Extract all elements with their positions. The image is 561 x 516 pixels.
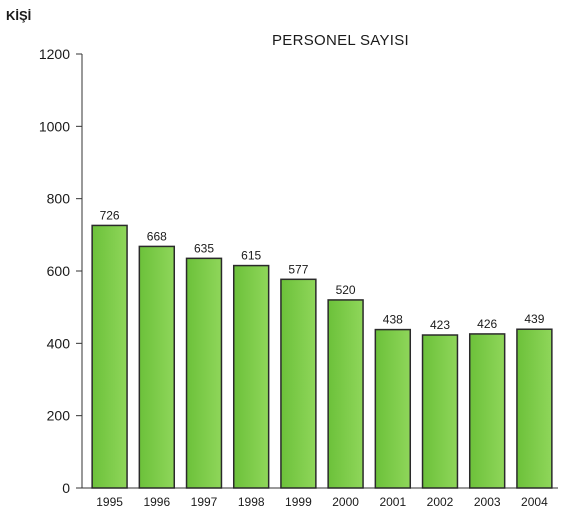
chart-title: PERSONEL SAYISI: [271, 32, 410, 49]
bar: [138, 245, 176, 489]
y-tick-label: 800: [47, 191, 71, 207]
bar: [232, 264, 270, 489]
bar-value-label: 439: [524, 312, 544, 326]
bar: [185, 257, 223, 489]
y-tick-label: 200: [47, 408, 71, 424]
x-tick-label: 1999: [285, 495, 312, 509]
x-tick-label: 2002: [427, 495, 454, 509]
bar-value-label: 426: [477, 317, 497, 331]
x-tick-label: 2000: [332, 495, 359, 509]
bar: [421, 334, 459, 489]
y-tick-label: 1000: [39, 118, 70, 134]
y-tick-label: 1200: [39, 46, 70, 62]
x-tick-label: 2004: [521, 495, 548, 509]
x-tick-label: 1996: [143, 495, 170, 509]
bar-value-label: 520: [336, 283, 356, 297]
bar-value-label: 615: [241, 249, 261, 263]
bar-value-label: 635: [194, 241, 214, 255]
bar: [280, 278, 317, 489]
bar-value-label: 577: [288, 262, 308, 276]
bar: [91, 224, 128, 489]
bar-value-label: 726: [100, 208, 120, 222]
bar: [468, 333, 506, 489]
bar-value-label: 438: [383, 313, 403, 327]
bar-value-label: 423: [430, 318, 450, 332]
y-tick-label: 0: [62, 480, 70, 496]
x-tick-label: 2003: [474, 495, 501, 509]
bar-layer: 726 1995 668 1996 635 1997 615 1998 577 1999 520 20…: [91, 208, 553, 509]
y-tick-label: 400: [47, 335, 71, 351]
x-tick-label: 2001: [379, 495, 406, 509]
x-tick-label: 1997: [191, 495, 218, 509]
x-tick-label: 1995: [96, 495, 123, 509]
bar-value-label: 668: [147, 229, 167, 243]
y-axis-label: KİŞİ: [6, 8, 32, 23]
bar: [374, 328, 412, 489]
x-tick-label: 1998: [238, 495, 265, 509]
bar: [327, 299, 364, 489]
bar: [516, 328, 553, 489]
y-tick-label: 600: [47, 263, 71, 279]
